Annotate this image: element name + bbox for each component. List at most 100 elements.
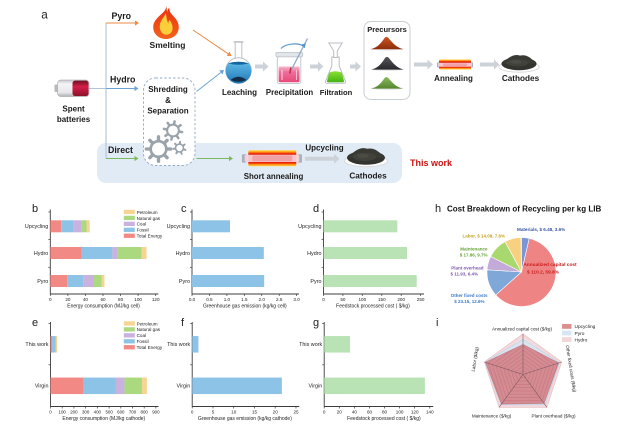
svg-text:$ 110.2, 59.8%: $ 110.2, 59.8% xyxy=(527,270,560,276)
svg-text:Coal: Coal xyxy=(137,333,146,338)
svg-text:Upcycling: Upcycling xyxy=(305,144,343,153)
svg-text:50: 50 xyxy=(340,297,346,302)
svg-text:b: b xyxy=(32,203,38,215)
svg-text:Cost Breakdown of Recycling pe: Cost Breakdown of Recycling per kg LIB xyxy=(447,205,601,214)
svg-text:Virgin: Virgin xyxy=(177,384,191,390)
svg-text:Smelting: Smelting xyxy=(150,40,186,50)
svg-text:10: 10 xyxy=(231,410,237,415)
svg-text:h: h xyxy=(435,203,441,215)
svg-text:a: a xyxy=(41,8,48,21)
svg-text:60: 60 xyxy=(100,297,106,302)
svg-text:Upcycling: Upcycling xyxy=(167,224,190,230)
svg-text:Coal: Coal xyxy=(137,222,146,227)
svg-text:Hydro: Hydro xyxy=(575,337,588,343)
svg-text:This work: This work xyxy=(25,342,48,348)
svg-text:Greenhouse gas emission (kg/kg: Greenhouse gas emission (kg/kg cathode) xyxy=(198,416,292,422)
svg-text:80: 80 xyxy=(118,297,124,302)
svg-text:d: d xyxy=(313,203,319,215)
svg-text:Pyro: Pyro xyxy=(575,331,585,337)
svg-text:Cathodes: Cathodes xyxy=(349,172,387,181)
svg-text:$ 17.86, 9.7%: $ 17.86, 9.7% xyxy=(460,252,488,257)
svg-text:80: 80 xyxy=(382,410,388,415)
svg-text:Energy consumption (MJ/kg cath: Energy consumption (MJ/kg cathode) xyxy=(62,416,145,422)
svg-text:Pyro: Pyro xyxy=(179,279,190,285)
svg-text:Feedstock processed cost ( $/k: Feedstock processed cost ( $/kg) xyxy=(336,304,410,310)
svg-text:Direct: Direct xyxy=(108,145,133,155)
svg-text:Maintenance: Maintenance xyxy=(460,247,488,252)
svg-text:2.0: 2.0 xyxy=(259,297,266,302)
svg-text:0.0: 0.0 xyxy=(189,297,196,302)
svg-text:Upcycling: Upcycling xyxy=(298,224,321,230)
svg-text:Pyro: Pyro xyxy=(37,279,48,285)
svg-text:Petroleum: Petroleum xyxy=(137,321,158,326)
svg-text:20: 20 xyxy=(273,410,279,415)
svg-text:i: i xyxy=(436,317,438,329)
svg-text:Natural gas: Natural gas xyxy=(137,216,161,221)
svg-text:Upcycling: Upcycling xyxy=(25,224,48,230)
svg-text:5: 5 xyxy=(212,410,215,415)
svg-text:Virgin: Virgin xyxy=(35,384,49,390)
svg-text:&: & xyxy=(165,96,171,105)
svg-text:Leaching: Leaching xyxy=(222,88,257,97)
svg-text:120: 120 xyxy=(411,410,419,415)
svg-text:Pyro: Pyro xyxy=(310,279,321,285)
svg-text:800: 800 xyxy=(141,410,149,415)
svg-text:Annealing: Annealing xyxy=(434,74,473,83)
svg-text:500: 500 xyxy=(105,410,113,415)
svg-text:Filtration: Filtration xyxy=(320,88,353,97)
svg-text:This work: This work xyxy=(410,158,453,168)
svg-text:Fossil: Fossil xyxy=(137,228,149,233)
svg-text:Annualized capital cost ($/kg): Annualized capital cost ($/kg) xyxy=(492,327,552,332)
svg-text:Spent: Spent xyxy=(62,105,85,114)
svg-text:700: 700 xyxy=(129,410,137,415)
svg-text:140: 140 xyxy=(426,410,434,415)
svg-text:Short annealing: Short annealing xyxy=(244,172,304,181)
svg-text:Hydro: Hydro xyxy=(34,251,48,257)
svg-text:40: 40 xyxy=(352,410,358,415)
svg-text:Annualized capital cost: Annualized capital cost xyxy=(523,262,577,268)
svg-text:100: 100 xyxy=(59,410,67,415)
svg-text:Cathodes: Cathodes xyxy=(502,74,540,83)
svg-text:g: g xyxy=(313,317,319,329)
svg-text:$ 23.15, 12.6%: $ 23.15, 12.6% xyxy=(454,299,484,304)
svg-text:Labor ($/kg): Labor ($/kg) xyxy=(471,346,480,372)
svg-text:Maintenance ($/kg): Maintenance ($/kg) xyxy=(472,414,512,419)
svg-text:Hydro: Hydro xyxy=(307,251,321,257)
svg-text:0: 0 xyxy=(323,410,326,415)
svg-text:Greenhouse gas emission (kg/kg: Greenhouse gas emission (kg/kg cell) xyxy=(203,304,287,310)
svg-text:120: 120 xyxy=(152,297,160,302)
svg-text:Labor, $ 14.08, 7.6%: Labor, $ 14.08, 7.6% xyxy=(462,233,505,238)
svg-text:Plant overhead: Plant overhead xyxy=(451,265,484,270)
svg-text:25: 25 xyxy=(293,410,299,415)
svg-text:100: 100 xyxy=(358,297,366,302)
svg-text:20: 20 xyxy=(337,410,343,415)
svg-text:Fossil: Fossil xyxy=(137,339,149,344)
svg-text:900: 900 xyxy=(152,410,160,415)
svg-text:Virgin: Virgin xyxy=(309,384,323,390)
svg-text:20: 20 xyxy=(65,297,71,302)
svg-text:Precursors: Precursors xyxy=(367,25,407,34)
svg-text:c: c xyxy=(181,203,187,215)
svg-text:250: 250 xyxy=(417,297,425,302)
svg-text:Precipitation: Precipitation xyxy=(266,88,313,97)
svg-text:600: 600 xyxy=(117,410,125,415)
svg-text:60: 60 xyxy=(367,410,373,415)
svg-text:Total Energy: Total Energy xyxy=(137,234,163,239)
svg-text:2.5: 2.5 xyxy=(276,297,283,302)
svg-text:200: 200 xyxy=(397,297,405,302)
svg-text:Materials, $ 6.48, 3.6%: Materials, $ 6.48, 3.6% xyxy=(517,227,565,232)
svg-text:200: 200 xyxy=(70,410,78,415)
svg-text:1.0: 1.0 xyxy=(224,297,231,302)
svg-text:150: 150 xyxy=(378,297,386,302)
svg-text:100: 100 xyxy=(396,410,404,415)
svg-text:300: 300 xyxy=(82,410,90,415)
svg-text:1.5: 1.5 xyxy=(241,297,248,302)
svg-text:batteries: batteries xyxy=(57,115,91,124)
svg-text:0: 0 xyxy=(322,297,325,302)
svg-text:40: 40 xyxy=(83,297,89,302)
svg-text:Natural gas: Natural gas xyxy=(137,327,161,332)
svg-text:This work: This work xyxy=(299,342,322,348)
svg-text:0.5: 0.5 xyxy=(206,297,213,302)
svg-text:Hydro: Hydro xyxy=(176,251,190,257)
svg-text:400: 400 xyxy=(94,410,102,415)
